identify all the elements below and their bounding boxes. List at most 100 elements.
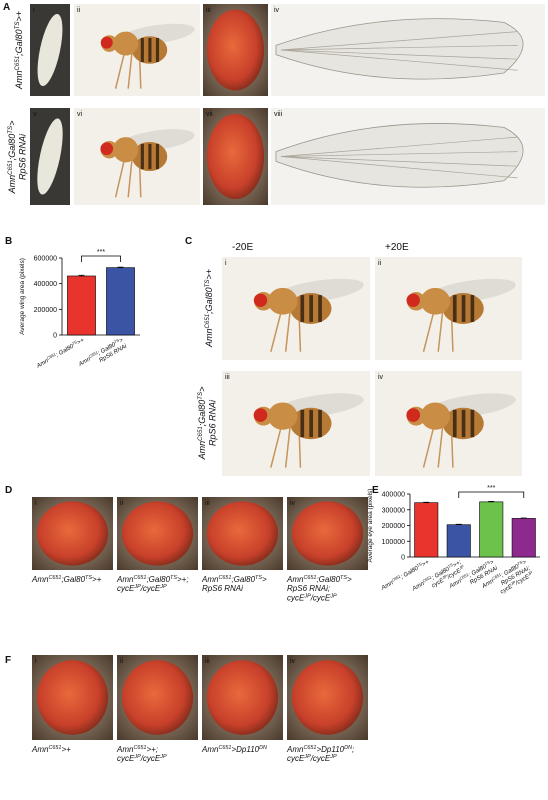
label-part: C651 xyxy=(133,575,146,581)
label-part: TS xyxy=(71,339,78,346)
label-part: ;Gal80 xyxy=(7,134,17,161)
error-bar xyxy=(520,517,527,519)
stripe xyxy=(470,409,475,438)
significance-bracket xyxy=(81,255,121,262)
bar xyxy=(67,275,96,336)
compound-eye xyxy=(291,501,364,566)
caption: AmnC651>Dp110DN; cycEJP/cycEJP xyxy=(286,745,354,763)
label-part: C651 xyxy=(390,573,401,582)
x-tick-label: AmnC651; Gal80TS>+ xyxy=(34,335,86,370)
leg xyxy=(437,426,444,468)
image-label: iii xyxy=(206,7,211,14)
label-part: >Dp110 xyxy=(231,745,259,754)
larva xyxy=(37,13,63,87)
label-part: TS xyxy=(197,391,204,400)
photo: iii xyxy=(202,497,283,570)
photo: vii xyxy=(203,108,268,205)
label-part: C651 xyxy=(458,571,469,580)
stripe xyxy=(148,38,152,62)
compound-eye xyxy=(36,501,109,566)
photo: i xyxy=(222,257,370,360)
leg xyxy=(437,311,444,352)
label-part: Amn xyxy=(201,575,219,584)
label-part: Amn xyxy=(197,441,207,461)
stripe xyxy=(461,295,466,322)
leg xyxy=(284,311,291,352)
caption: AmnC651;Gal80TS>+ xyxy=(31,575,102,584)
photo: i xyxy=(30,4,70,96)
photo: iv xyxy=(271,4,545,96)
label-part: C651 xyxy=(421,574,432,583)
column-label: -20E xyxy=(232,242,253,253)
thorax xyxy=(267,402,298,430)
error-bar xyxy=(78,274,85,277)
label-part: C651 xyxy=(48,575,61,581)
label-part: > xyxy=(118,337,124,344)
label-part: JP xyxy=(133,754,141,760)
vein xyxy=(280,49,518,71)
panel-label: B xyxy=(5,236,12,247)
row-label: AmnC651;Gal80TS> RpS6 RNAi xyxy=(7,121,28,195)
label-part: JP xyxy=(526,569,534,576)
compound-eye xyxy=(291,660,364,735)
panel-label: C xyxy=(185,236,192,247)
image-label: viii xyxy=(274,111,283,118)
photo: iv xyxy=(287,655,368,740)
image-label: iv xyxy=(290,500,296,507)
leg xyxy=(114,52,126,89)
leg xyxy=(270,426,282,468)
leg xyxy=(422,311,435,352)
bar xyxy=(511,518,536,558)
stripe xyxy=(452,295,457,322)
label-part: TS xyxy=(516,559,523,566)
vein xyxy=(280,156,518,167)
row-label: AmnC651;Gal80TS>+ xyxy=(14,11,25,90)
label-part: > xyxy=(197,387,207,392)
photo: v xyxy=(30,108,70,205)
label-part: > xyxy=(522,559,528,566)
label-part: >Dp110 xyxy=(316,745,344,754)
wing xyxy=(275,123,524,188)
image-label: iii xyxy=(205,500,210,507)
vein xyxy=(280,136,518,157)
label-part: >+ xyxy=(76,337,85,346)
stripe xyxy=(309,295,314,322)
label-part: >+ xyxy=(92,575,102,584)
panel-label: D xyxy=(5,485,12,496)
label-part: >+; xyxy=(146,745,158,754)
stripe xyxy=(318,295,322,322)
image-label: iii xyxy=(205,658,210,665)
label-part: TS xyxy=(483,559,490,566)
fly-eye xyxy=(100,142,114,156)
y-tick-label: 0 xyxy=(401,555,405,562)
label-part: JP xyxy=(329,754,337,760)
stripe xyxy=(155,143,160,170)
photo: iii xyxy=(202,655,283,740)
label-part: JP xyxy=(159,754,167,760)
photo: viii xyxy=(271,108,545,205)
compound-eye xyxy=(206,9,265,91)
thorax xyxy=(420,402,450,430)
image-label: ii xyxy=(77,7,81,14)
label-part: C651 xyxy=(7,160,14,175)
label-part: C651 xyxy=(303,745,316,751)
stripe xyxy=(140,143,144,170)
label-part: Amn xyxy=(286,745,304,754)
label-part: TS xyxy=(170,575,177,581)
y-tick-label: 200000 xyxy=(382,523,405,530)
wing xyxy=(275,18,524,80)
label-part: TS xyxy=(14,21,21,30)
vein xyxy=(280,49,518,60)
vein xyxy=(280,45,518,51)
label-part: C651 xyxy=(218,575,231,581)
image-label: i xyxy=(35,658,37,665)
label-part: Amn xyxy=(116,575,134,584)
photo: ii xyxy=(117,497,198,570)
leg xyxy=(114,159,126,198)
photo: i xyxy=(32,497,113,570)
significance-label: *** xyxy=(97,249,105,256)
label-part: >+ xyxy=(14,11,24,22)
error-bar xyxy=(455,523,462,526)
vein xyxy=(280,151,518,157)
